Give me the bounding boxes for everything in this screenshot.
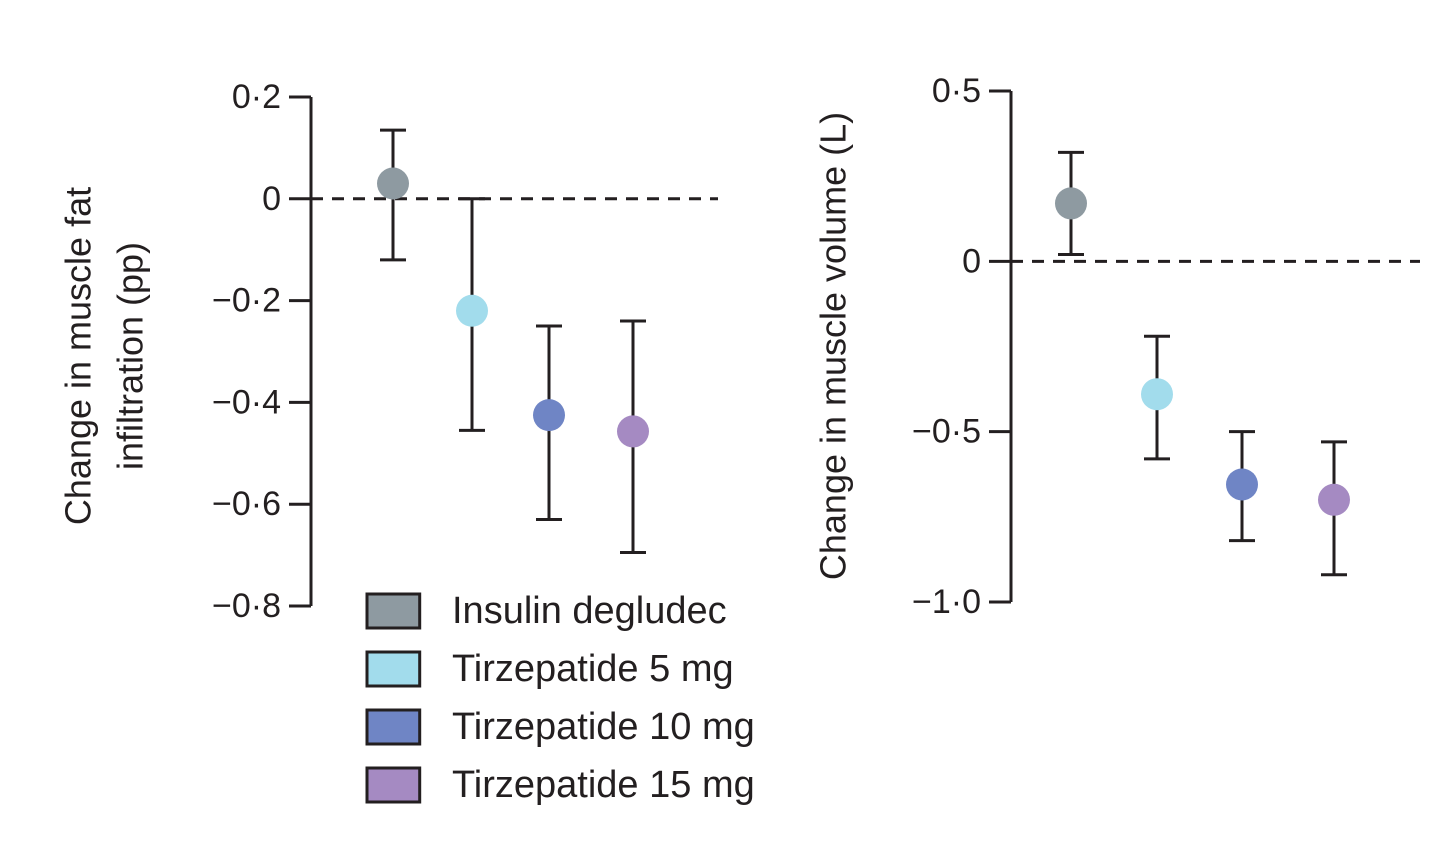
legend-label: Tirzepatide 10 mg <box>452 706 755 748</box>
y-tick-label: 0 <box>962 242 981 280</box>
data-point <box>1318 483 1350 516</box>
data-point-group <box>1226 430 1258 543</box>
data-point <box>533 399 565 432</box>
y-tick-label: −1·0 <box>912 583 981 621</box>
legend-swatch <box>365 650 422 688</box>
data-point <box>1141 378 1173 411</box>
y-axis-title: Change in muscle fat <box>58 187 99 525</box>
legend-item: Tirzepatide 10 mg <box>365 706 755 748</box>
y-tick-label: −0·4 <box>212 383 281 421</box>
data-point-group <box>1055 150 1087 257</box>
data-point <box>377 167 409 200</box>
legend: Insulin degludec Tirzepatide 5 mg Tirzepat… <box>365 590 755 806</box>
data-point-group <box>617 319 649 555</box>
data-point-group <box>377 128 409 262</box>
legend-label: Tirzepatide 5 mg <box>452 648 734 690</box>
y-tick-label: 0·5 <box>932 72 981 110</box>
legend-item: Tirzepatide 15 mg <box>365 764 755 806</box>
legend-label: Insulin degludec <box>452 590 727 632</box>
y-tick-label: −0·2 <box>212 282 281 320</box>
y-axis-title: Change in muscle volume (L) <box>813 112 854 580</box>
data-point-group <box>1141 334 1173 461</box>
data-point <box>1226 468 1258 501</box>
muscle-fat-infiltration-panel: 0·2 0 −0·2 −0·4 −0·6 −0·8 Change in muscle fat… <box>58 78 718 625</box>
data-point <box>617 415 649 448</box>
legend-label: Tirzepatide 15 mg <box>452 764 755 806</box>
legend-swatch <box>365 592 422 630</box>
y-tick-label: −0·5 <box>912 413 981 451</box>
data-point-group <box>1318 440 1350 577</box>
data-point <box>1055 187 1087 220</box>
data-point <box>456 294 488 327</box>
y-tick-label: −0·6 <box>212 485 281 523</box>
data-point-group <box>456 197 488 432</box>
legend-swatch <box>365 708 422 746</box>
y-tick-label: 0·2 <box>232 78 281 116</box>
muscle-volume-panel: 0·5 0 −0·5 −1·0 Change in muscle volume (L) <box>813 72 1420 621</box>
data-point-group <box>533 324 565 521</box>
y-axis-title: infiltration (pp) <box>110 242 151 470</box>
legend-swatch <box>365 766 422 804</box>
legend-item: Insulin degludec <box>365 590 727 632</box>
legend-item: Tirzepatide 5 mg <box>365 648 734 690</box>
y-tick-label: 0 <box>262 180 281 218</box>
y-tick-label: −0·8 <box>212 587 281 625</box>
